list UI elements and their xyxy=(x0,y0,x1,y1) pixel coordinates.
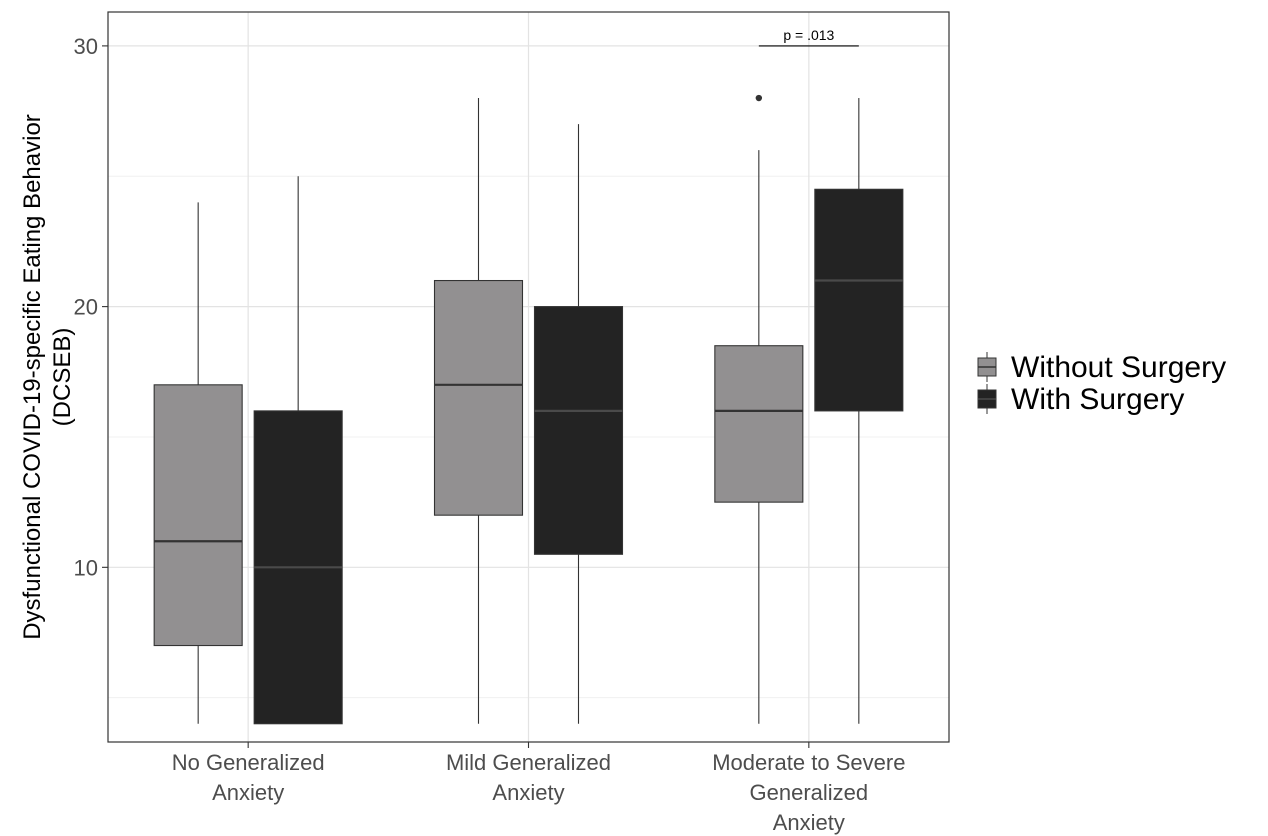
significance-label: p = .013 xyxy=(783,27,834,43)
x-tick-label-line: Anxiety xyxy=(492,780,564,805)
y-axis-label-line: Dysfunctional COVID-19-specific Eating B… xyxy=(19,114,46,640)
box-body xyxy=(714,345,804,503)
y-tick-label: 20 xyxy=(74,295,98,320)
x-tick-label-line: Generalized xyxy=(750,780,869,805)
x-tick-label-line: No Generalized xyxy=(172,750,325,775)
box-with-surgery-1 xyxy=(533,124,624,724)
box-without-surgery-2 xyxy=(714,94,804,724)
x-tick-label: Moderate to Severe Generalized Anxiety xyxy=(712,750,905,835)
box-body xyxy=(814,188,904,412)
x-tick-label-line: Moderate to Severe xyxy=(712,750,905,775)
boxes xyxy=(153,94,904,725)
box-without-surgery-1 xyxy=(433,98,524,724)
y-axis-label-line: (DCSEB) xyxy=(49,328,76,427)
box-without-surgery-0 xyxy=(153,202,243,724)
y-axis-label: Dysfunctional COVID-19-specific Eating B… xyxy=(19,114,76,640)
x-tick-label-line: Mild Generalized xyxy=(446,750,611,775)
x-tick-label: Mild Generalized Anxiety xyxy=(446,750,611,805)
legend-label: With Surgery xyxy=(1011,383,1184,416)
y-tick-label: 30 xyxy=(74,34,98,59)
y-axis-title: Dysfunctional COVID-19-specific Eating B… xyxy=(19,114,76,640)
x-tick-label-line: Anxiety xyxy=(773,810,845,835)
annotations: p = .013 xyxy=(758,27,859,47)
y-tick-label: 10 xyxy=(74,555,98,580)
grid-lines xyxy=(108,12,949,742)
x-tick-label: No Generalized Anxiety xyxy=(172,750,325,805)
x-tick-label-line: Anxiety xyxy=(212,780,284,805)
legend-item-with-surgery: With Surgery xyxy=(977,383,1184,416)
box-with-surgery-0 xyxy=(253,176,343,725)
legend-label: Without Surgery xyxy=(1011,351,1226,384)
outlier-point xyxy=(755,94,763,102)
box-with-surgery-2 xyxy=(814,98,904,724)
box-body xyxy=(433,279,524,516)
box-body xyxy=(533,306,624,555)
box-body xyxy=(153,384,243,647)
legend-item-without-surgery: Without Surgery xyxy=(977,351,1226,384)
